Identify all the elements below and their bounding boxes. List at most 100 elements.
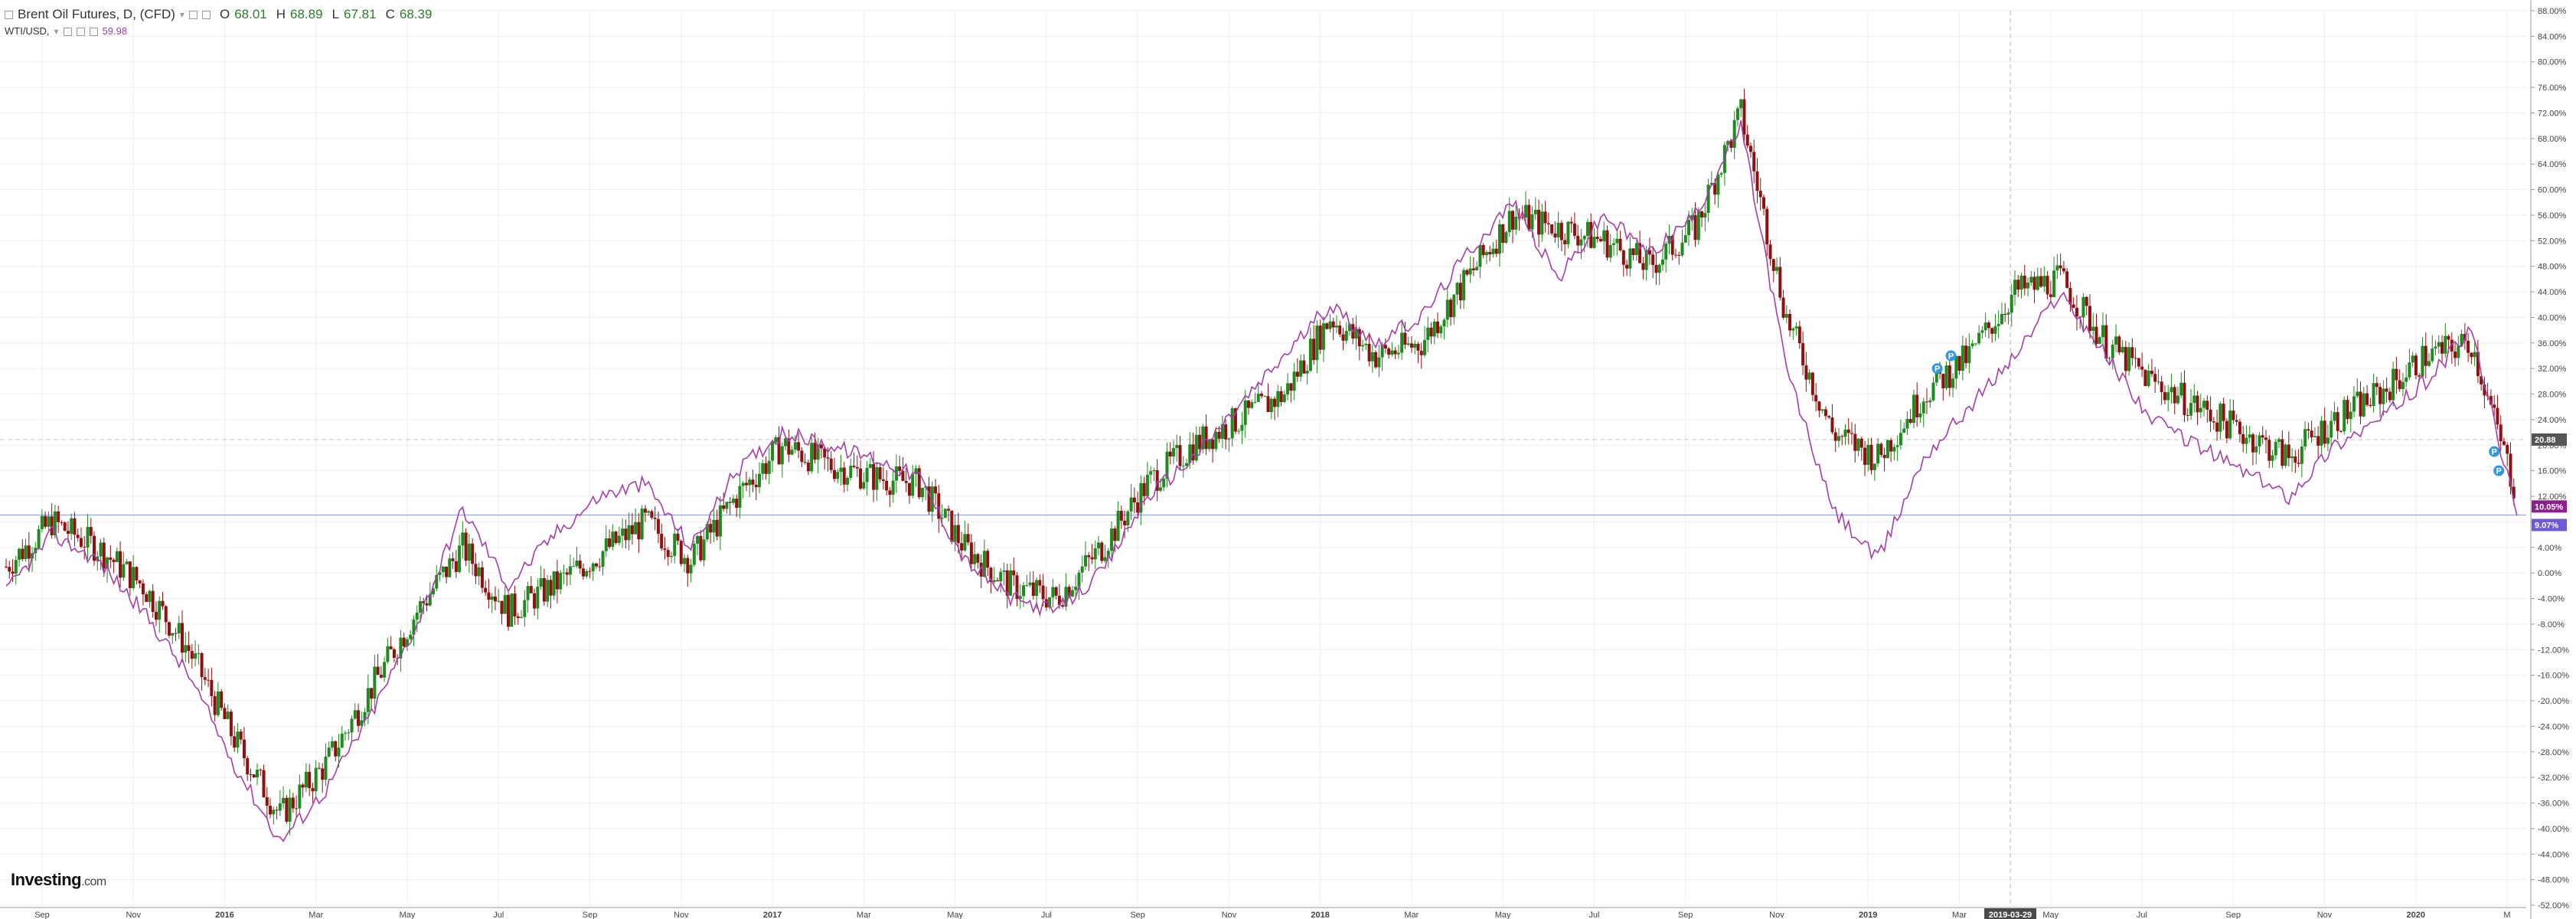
candle-body (800, 450, 804, 463)
candle-body (891, 480, 895, 495)
candle-body (125, 561, 129, 564)
candle-body (2222, 404, 2225, 421)
candle-body (1732, 119, 1736, 148)
candle-body (1915, 394, 1919, 417)
candle-body (585, 571, 589, 577)
candle-body (1338, 325, 1342, 335)
candle-body (1061, 605, 1065, 607)
event-marker-icon (2493, 465, 2505, 476)
price-axis[interactable]: 88.00% 84.00% 80.00% 76.00% 72.00% 68.00% 64.0… (2530, 0, 2569, 919)
candle-body (285, 797, 289, 822)
candle-body (164, 606, 168, 623)
candle-body (1393, 350, 1397, 355)
candle-body (2434, 346, 2437, 349)
candle-body (1667, 235, 1671, 244)
candle-body (1872, 463, 1876, 470)
candle-body (1820, 409, 1824, 411)
candle-body (637, 522, 641, 540)
candle-body (1292, 371, 1296, 391)
candle-body (389, 646, 393, 649)
settings-icon[interactable] (76, 27, 85, 36)
chevron-down-icon[interactable]: ▾ (54, 26, 59, 37)
candle-body (1964, 345, 1968, 364)
candle-body (1755, 171, 1759, 191)
candle-body (1113, 528, 1117, 541)
visibility-icon[interactable] (63, 27, 72, 36)
candle-body (810, 443, 814, 472)
candle-body (2235, 420, 2238, 422)
candle-body (1605, 230, 1609, 258)
wti-last-badge: 9.07% (2535, 522, 2558, 531)
chevron-down-icon[interactable]: ▾ (179, 9, 184, 20)
candle-body (1621, 250, 1625, 265)
candle-body (1572, 223, 1576, 236)
candle-body (855, 466, 859, 469)
candle-body (203, 677, 207, 680)
brent-candles (5, 88, 2516, 836)
candle-body (767, 460, 771, 474)
candle-body (2356, 391, 2359, 397)
price-tick-label: 24.00% (2538, 416, 2567, 425)
candle-body (1582, 236, 1586, 240)
candle-body (1090, 557, 1094, 560)
time-tick-label: 2018 (1311, 911, 1329, 919)
candle-body (699, 535, 703, 561)
candle-body (2303, 429, 2307, 446)
candle-body (643, 509, 647, 513)
candle-body (1823, 409, 1827, 417)
candle-body (79, 538, 83, 547)
price-tick-label: 16.00% (2538, 467, 2567, 476)
time-tick-label: Jul (1041, 911, 1052, 919)
candle-body (210, 679, 214, 697)
settings-icon[interactable] (201, 10, 211, 19)
candle-body (1334, 325, 1338, 328)
candle-body (2189, 403, 2193, 416)
collapse-icon[interactable] (5, 10, 13, 19)
investing-logo[interactable]: Investing.com (11, 870, 106, 890)
time-axis[interactable]: Sep Nov 2016 Mar May Jul Sep Nov 2017 Mar May Jul Se… (0, 907, 2526, 919)
candle-body (1625, 264, 1629, 269)
candle-body (1475, 267, 1479, 270)
candle-body (1116, 510, 1120, 541)
candle-body (2026, 282, 2030, 289)
candle-body (1925, 401, 1928, 403)
candle-body (777, 437, 781, 465)
candle-body (487, 592, 491, 600)
candle-body (213, 696, 217, 715)
candle-body (1132, 497, 1136, 503)
candle-body (2512, 486, 2516, 499)
candle-body (2176, 395, 2179, 404)
candle-body (1315, 325, 1319, 361)
candle-body (1784, 313, 1788, 318)
visibility-icon[interactable] (188, 10, 198, 19)
candle-body (1419, 351, 1423, 355)
close-icon[interactable] (89, 27, 98, 36)
price-tick-label: -8.00% (2538, 620, 2565, 630)
candle-body (774, 437, 778, 443)
candle-body (1912, 394, 1915, 424)
candle-body (2476, 352, 2480, 377)
candle-body (1511, 211, 1514, 230)
candle-body (803, 462, 807, 463)
price-tick-label: 4.00% (2538, 544, 2561, 553)
candle-body (1833, 432, 1837, 441)
price-tick-label: 80.00% (2538, 58, 2567, 67)
candle-body (2405, 377, 2408, 382)
time-tick-label: May (2042, 911, 2059, 919)
candle-body (1592, 237, 1596, 248)
candle-body (761, 463, 765, 474)
candle-body (1775, 267, 1779, 271)
candle-body (184, 645, 188, 653)
candle-body (2362, 393, 2365, 417)
candle-body (1801, 343, 1805, 366)
candle-body (2130, 347, 2134, 358)
candle-body (539, 577, 543, 587)
candle-body (490, 596, 494, 600)
candle-body (829, 458, 833, 470)
candle-body (1507, 211, 1511, 233)
candle-body (1843, 429, 1847, 437)
candle-body (154, 612, 158, 620)
candle-body (8, 567, 11, 572)
